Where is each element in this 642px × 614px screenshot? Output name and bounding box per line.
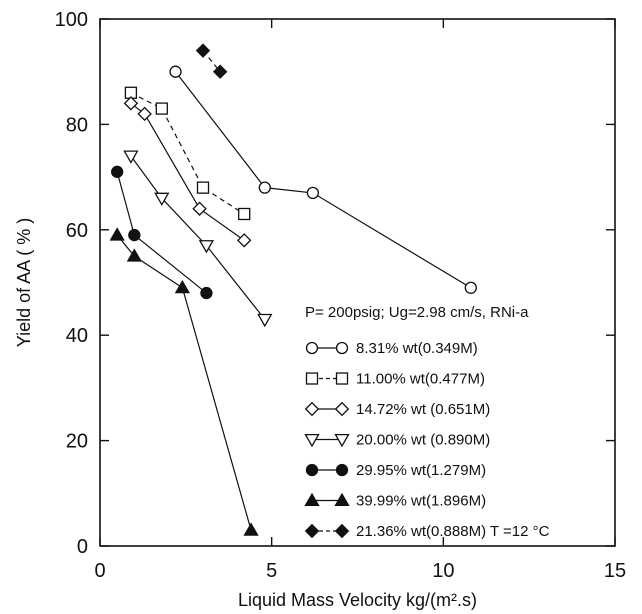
legend-entry: 29.95% wt(1.279M) — [305, 462, 486, 479]
x-tick-label: 10 — [432, 560, 454, 582]
data-point — [137, 106, 152, 122]
y-tick-label: 60 — [66, 220, 88, 242]
x-tick-label: 5 — [266, 560, 277, 582]
y-tick-label: 40 — [66, 325, 88, 347]
y-axis-label: Yield of AA ( % ) — [14, 218, 34, 347]
x-tick-label: 0 — [94, 560, 105, 582]
data-point — [198, 240, 215, 254]
series-2 — [124, 86, 251, 221]
legend-marker — [335, 372, 349, 385]
legend-marker — [334, 433, 350, 448]
legend-entry: 11.00% wt(0.477M) — [305, 371, 485, 388]
data-point — [464, 281, 477, 294]
series-line — [130, 102, 245, 241]
series-line — [116, 234, 252, 531]
series-4 — [123, 150, 273, 328]
y-tick-label: 100 — [55, 9, 88, 31]
data-point — [258, 181, 271, 194]
legend: P= 200psig; Ug=2.98 cm/s, RNi-a 8.31% wt(… — [304, 304, 550, 540]
data-point — [236, 233, 252, 248]
plot-frame — [99, 18, 616, 547]
legend-marker — [304, 401, 320, 417]
series-line — [130, 92, 245, 215]
legend-entry: 21.36% wt(0.888M) T =12 °C — [304, 523, 550, 540]
series-6 — [109, 227, 259, 536]
legend-marker — [305, 341, 319, 355]
legend-label: 11.00% wt(0.477M) — [356, 371, 485, 388]
legend-label: 21.36% wt(0.888M) T =12 °C — [356, 523, 550, 540]
series-3 — [123, 96, 252, 248]
legend-marker — [335, 341, 349, 355]
series-line — [130, 155, 266, 320]
data-point — [257, 313, 273, 328]
series-5 — [111, 165, 213, 300]
data-point — [243, 522, 259, 536]
data-point — [126, 248, 142, 262]
data-point — [306, 186, 320, 200]
condition-text: P= 200psig; Ug=2.98 cm/s, RNi-a — [305, 304, 529, 321]
x-tick-label: 15 — [604, 560, 626, 582]
data-point — [154, 192, 170, 206]
data-point — [196, 181, 210, 194]
y-tick-label: 0 — [77, 536, 88, 558]
data-point — [192, 201, 207, 216]
legend-label: 29.95% wt(1.279M) — [356, 462, 486, 479]
data-point — [200, 286, 213, 300]
legend-entry: 20.00% wt (0.890M) — [304, 432, 490, 449]
data-point — [155, 102, 168, 115]
data-point — [128, 228, 141, 242]
legend-entry: 8.31% wt(0.349M) — [305, 340, 478, 357]
x-axis-label: Liquid Mass Velocity kg/(m².s) — [238, 590, 477, 610]
data-point — [212, 64, 228, 79]
legend-marker — [304, 433, 320, 448]
plot-area: 0 5 10 15 0 20 40 60 80 100 Liquid Mass Velocity k… — [14, 9, 626, 610]
legend-entry: 14.72% wt (0.651M) — [304, 401, 490, 418]
data-point — [169, 65, 182, 78]
legend-marker — [335, 463, 349, 477]
data-point — [111, 165, 124, 178]
legend-label: 14.72% wt (0.651M) — [356, 401, 490, 418]
y-tick-label: 80 — [66, 114, 88, 136]
legend-label: 8.31% wt(0.349M) — [356, 340, 478, 357]
data-point — [174, 279, 191, 294]
data-point — [195, 43, 211, 58]
data-point — [109, 227, 125, 241]
series-7 — [195, 43, 228, 79]
legend-marker — [304, 523, 320, 539]
series-1 — [169, 65, 477, 294]
legend-entry: 39.99% wt(1.896M) — [304, 492, 486, 510]
y-tick-label: 20 — [66, 431, 88, 453]
data-point — [123, 150, 139, 164]
data-point — [123, 96, 139, 111]
legend-marker — [334, 401, 350, 417]
legend-marker — [334, 523, 350, 539]
data-point — [238, 207, 251, 221]
legend-marker — [305, 372, 319, 385]
legend-marker — [305, 463, 319, 477]
legend-marker — [304, 492, 320, 507]
legend-label: 39.99% wt(1.896M) — [356, 493, 486, 510]
series-line — [175, 71, 472, 289]
legend-label: 20.00% wt (0.890M) — [356, 432, 490, 449]
legend-marker — [334, 492, 350, 507]
